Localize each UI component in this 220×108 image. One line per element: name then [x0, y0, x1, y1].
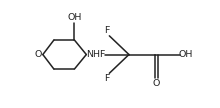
Text: F: F	[104, 26, 110, 35]
Text: OH: OH	[179, 50, 193, 59]
Text: OH: OH	[67, 14, 82, 22]
Text: F: F	[99, 50, 104, 59]
Text: O: O	[34, 50, 42, 59]
Text: F: F	[104, 74, 110, 83]
Text: NH: NH	[86, 50, 100, 59]
Text: O: O	[152, 79, 160, 88]
